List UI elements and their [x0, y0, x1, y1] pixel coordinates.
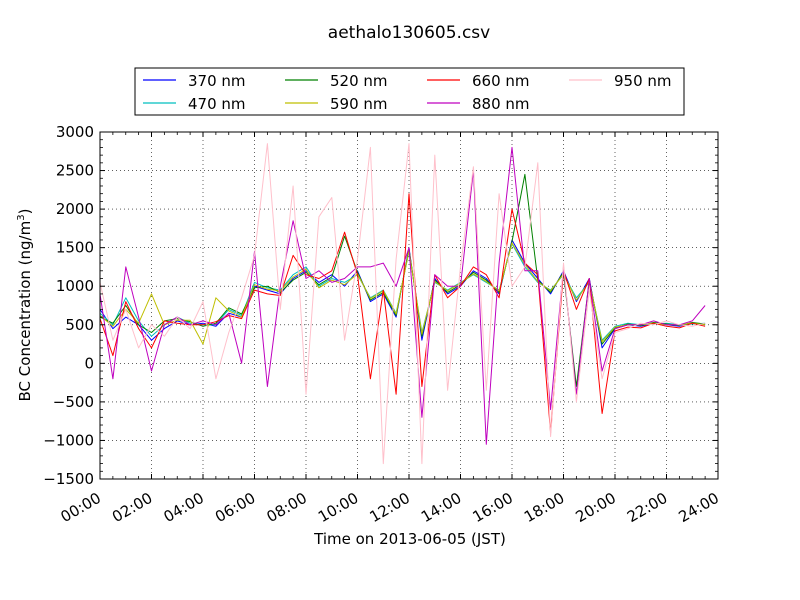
plot-background	[100, 132, 718, 479]
x-tick-label: 14:00	[418, 489, 464, 526]
x-tick-label: 16:00	[470, 489, 516, 526]
y-axis-label-close: )	[16, 209, 34, 215]
x-tick-label: 06:00	[212, 489, 258, 526]
chart-title: aethalo130605.csv	[328, 23, 490, 43]
legend-label: 950 nm	[614, 72, 672, 90]
legend-label: 660 nm	[472, 72, 530, 90]
legend: 370 nm 470 nm 520 nm 590 nm 660 nm 880 nm 950 …	[134, 67, 685, 116]
series-line-880-nm	[99, 146, 706, 445]
plot-frame	[99, 131, 719, 480]
series-line-660-nm	[99, 193, 706, 434]
x-axis-label: Time on 2013-06-05 (JST)	[313, 530, 506, 548]
legend-label: 880 nm	[472, 95, 530, 113]
series-line-590-nm	[99, 242, 706, 345]
x-tick-label: 22:00	[624, 489, 670, 526]
x-tick-label: 24:00	[676, 489, 722, 526]
x-tick-label: 04:00	[161, 489, 207, 526]
x-tick-label: 00:00	[58, 489, 104, 526]
plot-area	[99, 131, 719, 480]
x-tick-label: 12:00	[367, 489, 413, 526]
y-tick-label: −500	[53, 393, 94, 411]
legend-label: 370 nm	[188, 72, 246, 90]
y-tick-label: 0	[84, 354, 94, 372]
legend-box	[134, 67, 685, 116]
y-tick-label: 1500	[56, 239, 94, 257]
y-tick-labels: −1500 −1000 −500 0 500 1000 1500 2000 2500 3000	[43, 123, 94, 488]
y-axis-label: BC Concentration (ng/m3)	[16, 209, 34, 402]
legend-label: 470 nm	[188, 95, 246, 113]
series-line-950-nm	[99, 143, 706, 465]
y-tick-label: −1000	[43, 431, 94, 449]
x-tick-label: 18:00	[521, 489, 567, 526]
y-tick-label: −1500	[43, 470, 94, 488]
x-tick-labels: 00:00 02:00 04:00 06:00 08:00 10:00 12:00 14:00…	[58, 489, 722, 526]
y-axis-label-main: BC Concentration (ng/m	[16, 221, 34, 402]
x-tick-label: 10:00	[315, 489, 361, 526]
y-axis-label-superscript: 3	[16, 214, 27, 220]
x-tick-label: 02:00	[109, 489, 155, 526]
x-tick-label: 08:00	[264, 489, 310, 526]
y-tick-label: 3000	[56, 123, 94, 141]
y-tick-label: 1000	[56, 277, 94, 295]
y-tick-label: 2000	[56, 200, 94, 218]
legend-label: 590 nm	[330, 95, 388, 113]
x-tick-label: 20:00	[573, 489, 619, 526]
legend-label: 520 nm	[330, 72, 388, 90]
y-tick-label: 2500	[56, 162, 94, 180]
y-tick-label: 500	[65, 316, 94, 334]
series-layer	[99, 143, 706, 465]
